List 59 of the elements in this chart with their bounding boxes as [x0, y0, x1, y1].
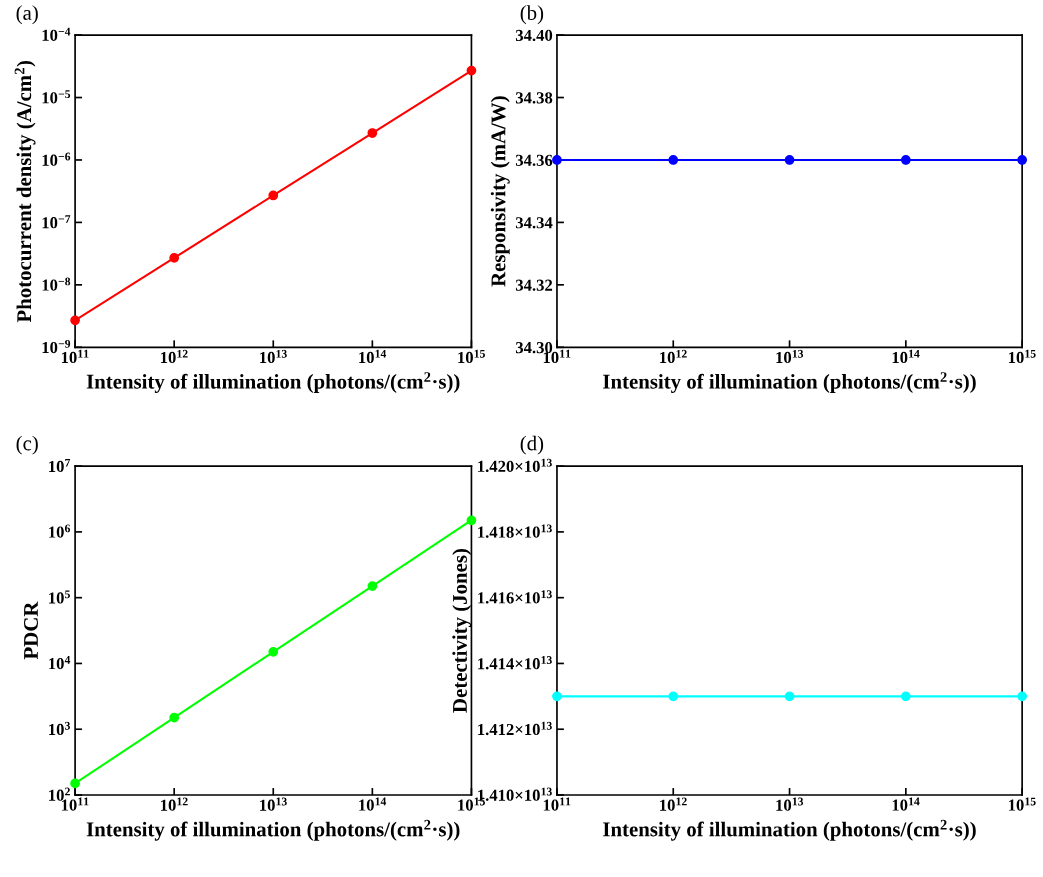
text: (d): [520, 435, 544, 455]
x-tick-label: 10$^{14}$: [359, 349, 387, 364]
y-tick-label: 10$^{7}$: [49, 458, 71, 473]
x-tick-label: 10$^{15}$: [1008, 349, 1036, 364]
y-tick-label: 10$^{−6}$: [42, 152, 71, 166]
y-tick-label: 34.32: [515, 279, 553, 291]
x-tick-label: 10$^{13}$: [260, 797, 287, 811]
x-axis-title: Intensity of illumination (photons/(cm$^{2}$·s)): [603, 372, 976, 393]
y-tick-label: 1.420×10$^{13}$: [478, 458, 552, 473]
x-tick-label: 10$^{15}$: [1008, 797, 1036, 811]
x-tick-label: 10$^{12}$: [660, 349, 687, 364]
y-tick-label: 34.36: [515, 154, 553, 166]
point: [367, 581, 378, 591]
y-tick-label: 10$^{−5}$: [42, 90, 71, 104]
y-tick-label: 10$^{−4}$: [42, 27, 71, 41]
x-tick-label: 10$^{15}$: [458, 349, 485, 364]
x-tick-label: 10$^{13}$: [776, 349, 804, 364]
x-tick-label: 10$^{13}$: [260, 349, 287, 364]
y-tick-label: 1.414×10$^{13}$: [478, 656, 552, 670]
x-axis-title: Intensity of illumination (photons/(cm$^{2}$·s)): [86, 819, 460, 841]
point: [70, 315, 80, 326]
x-tick-label: 10$^{12}$: [161, 797, 188, 811]
x-axis-title: Intensity of illumination (photons/(cm$^{2}$·s)): [86, 372, 460, 393]
x-tick-label: 10$^{14}$: [359, 797, 387, 811]
point: [169, 253, 180, 263]
point: [367, 128, 378, 138]
y-tick-label: 34.40: [515, 29, 553, 42]
y-tick-label: 10$^{4}$: [49, 656, 71, 670]
y-tick-label: 10$^{6}$: [49, 524, 71, 538]
x-tick-label: 10$^{11}$: [543, 797, 571, 811]
y-tick-label: 34.38: [515, 92, 553, 104]
point: [466, 515, 477, 526]
point: [268, 647, 279, 657]
y-tick-label: 10$^{−8}$: [42, 277, 71, 291]
y-axis-title: PDCR: [23, 601, 38, 660]
point: [466, 65, 477, 76]
text: (a): [16, 5, 38, 25]
y-tick-label: 1.418×10$^{13}$: [478, 524, 552, 538]
x-tick-label: 10$^{11}$: [61, 349, 89, 364]
y-tick-label: 10$^{5}$: [49, 590, 70, 604]
y-tick-label: 10$^{−7}$: [42, 215, 71, 229]
text: (b): [520, 5, 544, 25]
text: (c): [16, 435, 38, 455]
x-tick-label: 10$^{14}$: [892, 349, 920, 364]
x-tick-label: 10$^{12}$: [660, 797, 687, 811]
point: [70, 778, 80, 789]
y-tick-label: 34.34: [515, 217, 553, 229]
y-axis-title: Responsivity (mA/W): [490, 96, 510, 287]
y-axis-title: Photocurrent density (A/cm$^{2}$): [14, 60, 36, 323]
y-tick-label: 10$^{3}$: [49, 721, 70, 736]
x-tick-label: 10$^{14}$: [892, 797, 920, 811]
y-axis-title: Detectivity (Jones): [452, 549, 472, 713]
point: [268, 190, 279, 201]
x-tick-label: 10$^{13}$: [776, 797, 804, 811]
point: [169, 712, 180, 723]
x-axis-title: Intensity of illumination (photons/(cm$^{2}$·s)): [603, 819, 976, 841]
y-tick-label: 1.412×10$^{13}$: [478, 721, 552, 736]
x-tick-label: 10$^{12}$: [161, 349, 188, 364]
y-tick-label: 1.416×10$^{13}$: [478, 590, 552, 604]
